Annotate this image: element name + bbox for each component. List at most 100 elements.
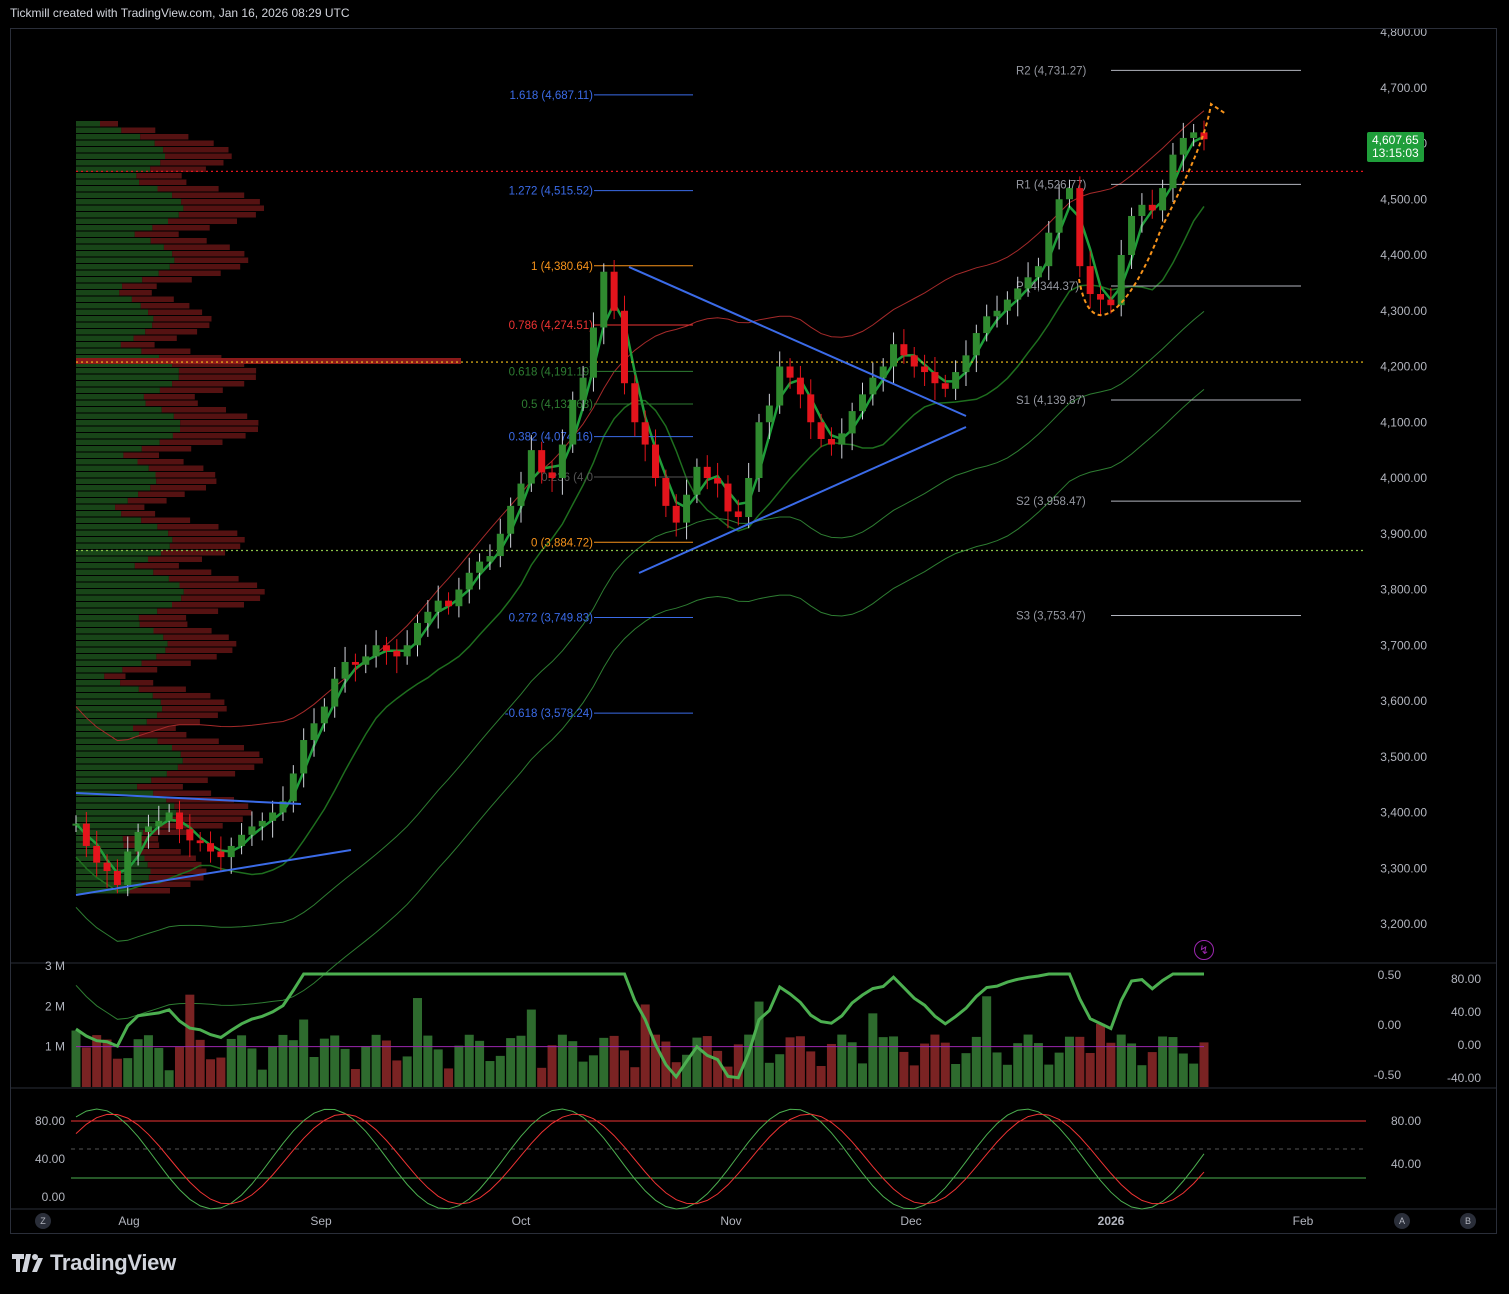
auto-scale-button[interactable]: A [1394, 1213, 1410, 1229]
price-tag-countdown: 13:15:03 [1372, 146, 1419, 160]
candle-body [134, 832, 142, 852]
candle-body [579, 377, 587, 400]
volume-profile-bar-down [121, 127, 156, 133]
volume-profile-bar-down [153, 790, 212, 796]
candle-body [890, 344, 898, 367]
volume-profile-bar-down [169, 264, 241, 270]
volume-profile-bar-down [153, 316, 212, 322]
volume-profile-bar-down [140, 303, 190, 309]
volume-bar [619, 1050, 629, 1087]
volume-profile-bar-up [76, 790, 154, 796]
volume-profile-bar-up [76, 160, 161, 166]
volume-bar [1168, 1037, 1178, 1087]
volume-bar [547, 1045, 557, 1087]
volume-profile-bar-up [76, 868, 151, 874]
candle-body [931, 372, 939, 384]
cup-pattern-curve [1078, 102, 1227, 316]
candle-body [921, 366, 929, 373]
tradingview-logo-icon [12, 1254, 43, 1272]
candle-body [165, 812, 173, 821]
volume-profile-bar-down [163, 634, 229, 640]
candle-body [227, 845, 235, 858]
volume-profile-bar-up [76, 316, 154, 322]
candle-body [1138, 204, 1146, 216]
volume-profile-bar-down [151, 777, 208, 783]
candle-body [589, 327, 597, 378]
volume-bar [733, 1044, 743, 1087]
candle-body [1159, 188, 1167, 211]
volume-profile-bar-down [119, 290, 152, 296]
volume-bar [1002, 1064, 1012, 1087]
candle-body [641, 422, 649, 445]
volume-profile-bar-down [133, 335, 177, 341]
volume-profile-bar-up [76, 394, 144, 400]
volume-bar [506, 1038, 516, 1087]
volume-profile-bar-up [76, 712, 158, 718]
volume-profile-bar-down [157, 738, 219, 744]
volume-profile-bar-up [76, 420, 181, 426]
price-tick-label: 4,200.00 [1380, 360, 1427, 374]
price-tick-label: 3,700.00 [1380, 638, 1427, 652]
volume-profile-bar-down [157, 524, 219, 530]
volume-profile-bar-down [146, 719, 200, 725]
volume-profile-bar-down [133, 725, 176, 731]
volume-profile-bar-up [76, 348, 142, 354]
volume-bar [185, 994, 195, 1087]
volume-profile-bar-down [147, 862, 202, 868]
candle-body [538, 450, 546, 473]
time-axis-label: Dec [900, 1214, 921, 1228]
volume-profile-bar-up [76, 699, 161, 705]
candle-body [652, 444, 660, 478]
volume-profile-bar-down [139, 732, 187, 738]
volume-bar [1116, 1034, 1126, 1087]
volume-tick-label: 1 M [45, 1040, 65, 1054]
volume-bar [340, 1048, 350, 1087]
volume-profile-bar-up [76, 186, 158, 192]
volume-bar [1054, 1052, 1064, 1087]
scale-mode-button[interactable]: B [1460, 1213, 1476, 1229]
volume-profile-bar-down [127, 498, 167, 504]
volume-profile-bar-up [76, 550, 162, 556]
volume-profile-bar-down [169, 543, 241, 549]
trendline [628, 266, 967, 417]
pivot-level-label: S1 (4,139.87) [1016, 395, 1086, 407]
osc-left-tick: -0.50 [1374, 1068, 1402, 1082]
volume-bar [102, 1039, 112, 1087]
candle-body [900, 344, 908, 356]
volume-profile-bar-up [76, 498, 128, 504]
volume-bar [206, 1059, 216, 1087]
fib-level-label: 0.5 (4,132.68) [521, 399, 593, 411]
volume-bar [81, 1047, 91, 1087]
volume-profile-bar-down [150, 238, 207, 244]
candle-body [548, 472, 556, 478]
volume-bar [754, 1001, 764, 1087]
volume-profile-bar-up [76, 322, 153, 328]
volume-profile-bar-up [76, 771, 167, 777]
timezone-button[interactable]: Z [35, 1213, 51, 1229]
time-axis-label: Aug [118, 1214, 139, 1228]
volume-profile-bar-up [76, 706, 163, 712]
trendline [638, 426, 967, 574]
volume-profile-bar-down [156, 654, 217, 660]
trendline [75, 849, 352, 896]
candle-body [807, 394, 815, 423]
candle-body [620, 310, 628, 384]
volume-profile-bar-down [138, 615, 187, 621]
volume-profile-bar-down [166, 771, 236, 777]
volume-bar [350, 1069, 360, 1087]
volume-profile-bar-down [157, 186, 219, 192]
volume-bar [992, 1052, 1002, 1087]
candle-body [734, 511, 742, 518]
volume-profile-bar-down [168, 530, 238, 536]
volume-profile-bar-down [159, 439, 223, 445]
volume-profile-bar-up [76, 855, 145, 861]
candle-body [1169, 154, 1177, 189]
volume-profile-bar-down [115, 504, 145, 510]
osc-right-tick: -40.00 [1447, 1071, 1481, 1085]
volume-profile-bar-down [160, 160, 224, 166]
chart-canvas[interactable]: 1.618 (4,687.11) 1.272 (4,515.52) 1 (4,380… [11, 29, 1496, 1233]
volume-profile-poc [76, 358, 461, 364]
flash-icon[interactable]: ↯ [1194, 940, 1214, 960]
volume-profile-bar-up [76, 816, 172, 822]
candle-body [662, 478, 670, 506]
